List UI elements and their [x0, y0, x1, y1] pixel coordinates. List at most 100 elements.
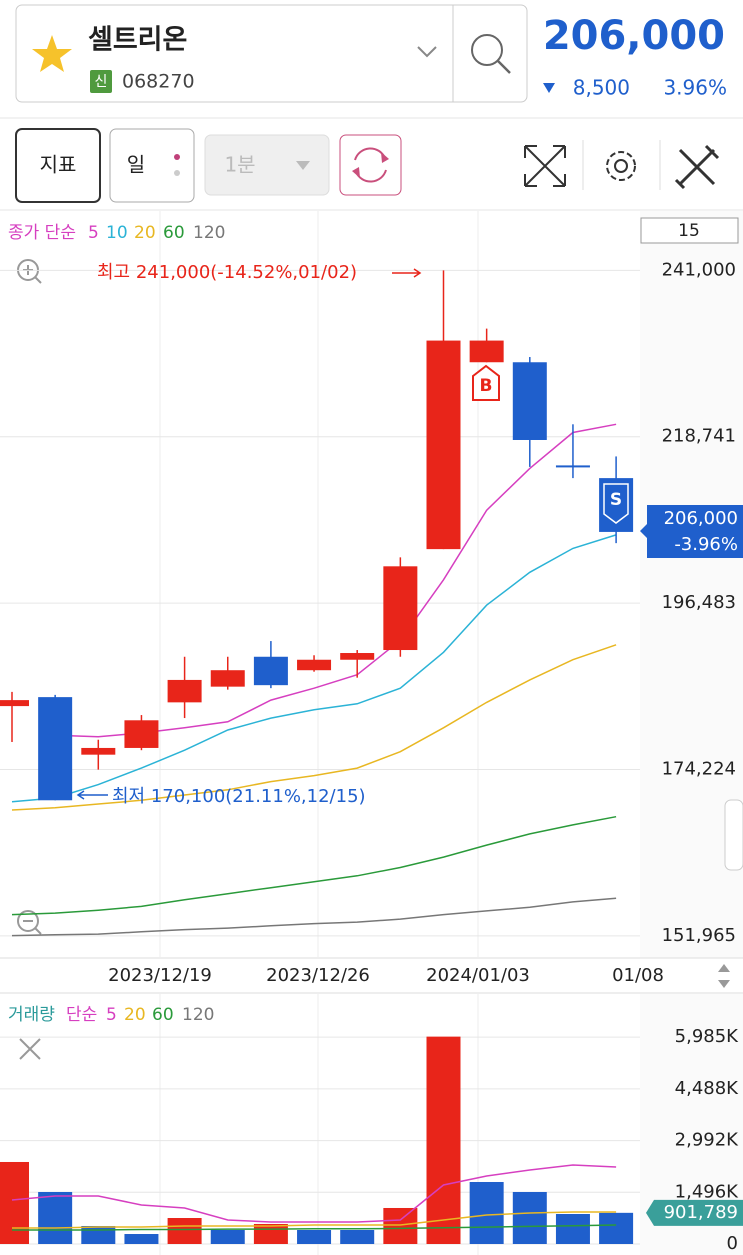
- expand-icon[interactable]: [524, 145, 566, 187]
- y-tick-label: 4,488K: [675, 1078, 740, 1099]
- down-arrow: [543, 83, 555, 93]
- badge-text: 신: [95, 74, 108, 90]
- price: 206,000: [543, 13, 725, 59]
- dropdown[interactable]: [417, 46, 437, 58]
- select-arrow: [296, 161, 310, 170]
- change-pct: 3.96%: [663, 76, 727, 100]
- search-icon[interactable]: [471, 34, 503, 66]
- volume-bar: [253, 1223, 288, 1244]
- legend-entry: 5: [88, 223, 99, 243]
- sell-signal-text: S: [610, 490, 622, 510]
- volume-bar: [555, 1214, 590, 1244]
- dot: [174, 154, 180, 160]
- volume-bar: [426, 1036, 461, 1244]
- moving-average: [12, 1211, 617, 1229]
- moving-average: [12, 1224, 617, 1231]
- y-tick-label: 218,741: [662, 426, 736, 447]
- y-tick-label: 0: [727, 1233, 738, 1254]
- y-tick-label: 1,496K: [675, 1181, 740, 1202]
- last-price: 206,000: [664, 508, 738, 529]
- count-label: 15: [678, 221, 700, 241]
- legend-label: 종가 단순: [8, 223, 76, 243]
- volume-bar: [167, 1218, 202, 1244]
- volume-bar: [383, 1207, 418, 1244]
- settings-icon[interactable]: [606, 151, 636, 181]
- candle-body: [124, 720, 159, 748]
- moving-average: [11, 897, 617, 937]
- stock-name: 셀트리온: [88, 25, 187, 56]
- x-tick-label: 2023/12/26: [266, 965, 370, 986]
- candle-body: [512, 362, 547, 440]
- moving-average: [11, 815, 617, 916]
- y-tick-label: 196,483: [662, 592, 736, 613]
- high-arrow: [392, 268, 422, 278]
- candle-body: [340, 653, 375, 660]
- refresh-button[interactable]: [339, 134, 402, 196]
- count-box: [640, 217, 739, 244]
- candle-body: [469, 340, 504, 363]
- settings-icon-center: [614, 159, 628, 173]
- change: 8,500: [573, 76, 630, 100]
- moving-average: [11, 534, 617, 803]
- candle-body: [38, 697, 73, 801]
- interval-select[interactable]: [204, 134, 330, 196]
- sell-signal-inner: [603, 483, 629, 524]
- side-handle[interactable]: [724, 799, 743, 871]
- favorite-star[interactable]: [32, 35, 72, 72]
- indicator-button[interactable]: [15, 128, 101, 203]
- zoom-out-minus: [23, 920, 42, 935]
- volume-bar: [469, 1181, 504, 1244]
- candle-body: [253, 656, 288, 686]
- volume-bar: [81, 1225, 116, 1244]
- legend-sub: 단순: [66, 1005, 97, 1025]
- moving-average: [11, 644, 617, 811]
- legend-entry: 120: [193, 223, 225, 243]
- period-button[interactable]: [109, 128, 195, 203]
- candle-body: [426, 340, 461, 550]
- close-icon[interactable]: [19, 1038, 41, 1060]
- indicator-text: 지표: [40, 153, 77, 177]
- legend-entry: 10: [106, 223, 128, 243]
- buy-signal: [472, 364, 500, 401]
- volume-bar: [0, 1161, 29, 1244]
- volume-bar: [38, 1191, 73, 1244]
- value-label-box: [646, 1199, 743, 1226]
- candle-body: [555, 465, 590, 468]
- period-text: 일: [127, 153, 145, 177]
- legend-entry: 5: [106, 1005, 117, 1025]
- legend-entry: 120: [182, 1005, 214, 1025]
- tools-icon[interactable]: [674, 144, 720, 190]
- scroll-down[interactable]: [718, 980, 730, 988]
- high-annotation: 최고 241,000(-14.52%,01/02): [97, 262, 357, 283]
- volume-bar: [297, 1230, 332, 1244]
- x-tick-label: 01/08: [612, 965, 664, 986]
- scroll-up[interactable]: [718, 964, 730, 972]
- volume-bar: [599, 1212, 634, 1244]
- last-price-box: [640, 505, 743, 558]
- legend-label: 거래량: [8, 1005, 55, 1025]
- zoom-out-icon[interactable]: [17, 910, 39, 932]
- y-tick-label: 241,000: [662, 259, 736, 280]
- x-tick-label: 2023/12/19: [108, 965, 212, 986]
- value-label: 901,789: [664, 1202, 738, 1223]
- y-tick-label: 151,965: [662, 925, 736, 946]
- stock-code: 068270: [122, 71, 195, 93]
- stock-box[interactable]: [15, 4, 528, 103]
- legend-entry: 60: [163, 223, 185, 243]
- candle-body: [0, 700, 29, 707]
- candle-body: [81, 747, 116, 755]
- legend-entry: 20: [124, 1005, 146, 1025]
- low-arrow: [76, 790, 108, 800]
- legend-entry: 20: [134, 223, 156, 243]
- refresh-arrow: [352, 167, 360, 178]
- search-icon-handle: [497, 60, 511, 74]
- y-tick-label: 5,985K: [675, 1026, 740, 1047]
- candle-body: [383, 566, 418, 651]
- badge: [90, 70, 112, 93]
- y-tick-label: 174,224: [662, 758, 736, 779]
- candle-body: [297, 659, 332, 671]
- interval-text: 1분: [224, 153, 255, 177]
- x-tick-label: 2024/01/03: [426, 965, 530, 986]
